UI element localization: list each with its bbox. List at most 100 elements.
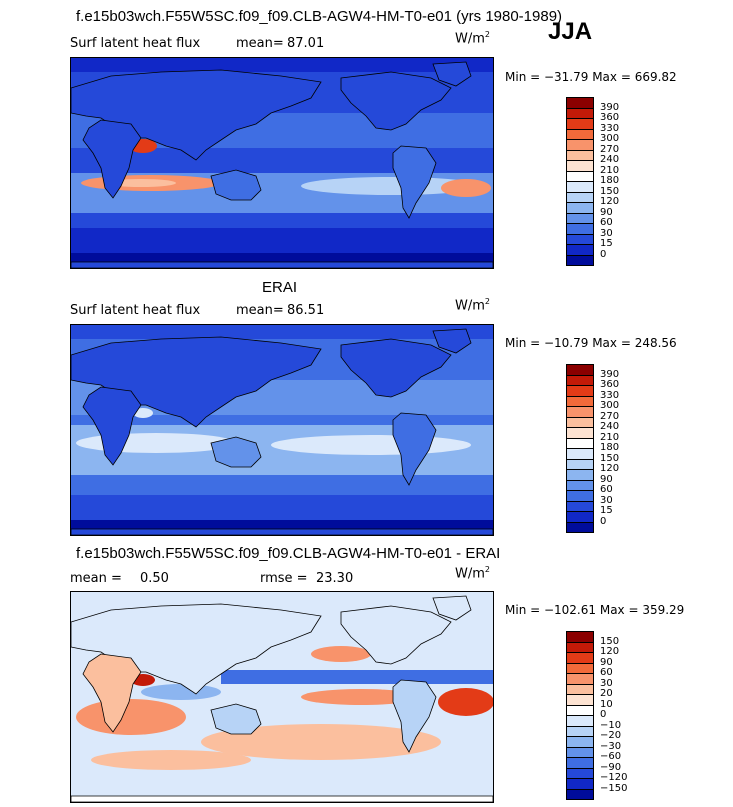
north-pacific-plus	[311, 646, 371, 662]
panel1-minmax: Min = −31.79 Max = 669.82	[505, 70, 677, 84]
colorbar-tick-label: 270	[600, 143, 620, 155]
colorbar-swatch	[566, 521, 594, 533]
panel1-mean-label: mean=	[236, 36, 284, 51]
panel3-rmse-value: 23.30	[316, 571, 354, 586]
south-america-land	[392, 679, 437, 753]
colorbar-tick-label: 300	[600, 400, 620, 411]
panel1-map	[70, 57, 494, 269]
colorbar-tick-label: 360	[600, 379, 620, 390]
atlantic-south-high	[441, 179, 491, 197]
panel3-heading: f.e15b03wch.F55W5SC.f09_f09.CLB-AGW4-HM-…	[76, 545, 501, 562]
page-title: f.e15b03wch.F55W5SC.f09_f09.CLB-AGW4-HM-…	[76, 8, 563, 25]
southern-ocean-plus	[91, 750, 251, 770]
north-pacific-low	[221, 670, 493, 684]
colorbar-tick-label: 10	[600, 698, 613, 710]
colorbar-tick-label: 150	[600, 452, 620, 464]
australia-land	[210, 703, 262, 735]
colorbar-tick-label: 0	[600, 515, 607, 527]
panel3-minmax: Min = −102.61 Max = 359.29	[505, 603, 685, 617]
south-pacific-plus	[201, 724, 441, 760]
colorbar-tick-label: −120	[600, 772, 628, 783]
colorbar-tick-label: 150	[600, 635, 620, 647]
greenland-land	[432, 595, 472, 621]
africa-land	[82, 653, 142, 733]
panel3-colorbar: 150 120 90 60 30 20 10 0 −10 −20 −30 −60 −90 −120 −150	[566, 631, 646, 800]
colorbar-tick-label: 120	[600, 646, 620, 657]
panel3-mean-label: mean =	[70, 571, 122, 586]
colorbar-tick-label: 390	[600, 101, 620, 113]
colorbar-tick-label: 360	[600, 112, 620, 123]
indian-ocean-plus	[76, 699, 186, 735]
colorbar-tick-label: 20	[600, 688, 613, 699]
colorbar-tick-label: 120	[600, 463, 620, 474]
colorbar-tick-label: 90	[600, 656, 613, 668]
arctic	[71, 58, 493, 72]
colorbar-tick-label: 390	[600, 368, 620, 380]
equatorial-pacific-plus	[301, 689, 421, 705]
colorbar-tick-label: 150	[600, 185, 620, 197]
panel1-mean-value: 87.01	[287, 36, 325, 51]
colorbar-swatch	[566, 788, 594, 800]
panel2-colorbar: 390 360 330 300 270 240 210 180 150 120 90 60 30 15 0	[566, 364, 646, 533]
antarctica-land	[71, 528, 493, 535]
colorbar-tick-label: 0	[600, 709, 607, 720]
south-atlantic-plus	[438, 688, 493, 716]
colorbar-tick-label: 240	[600, 154, 620, 165]
continents	[71, 61, 493, 268]
colorbar-tick-label: 30	[600, 494, 613, 506]
continents	[71, 595, 493, 802]
season-label: JJA	[548, 18, 593, 45]
panel1-variable-label: Surf latent heat flux	[70, 36, 201, 51]
panel2-mean-label: mean=	[236, 303, 284, 318]
colorbar-tick-label: 330	[600, 122, 620, 134]
colorbar-tick-label: 210	[600, 431, 620, 443]
colorbar-tick-label: 60	[600, 484, 613, 495]
colorbar-tick-label: 270	[600, 410, 620, 422]
greenland-land	[432, 328, 472, 354]
antarctica-land	[71, 795, 493, 802]
panel1-colorbar: 390 360 330 300 270 240 210 180 150 120 90 60 30 15 0	[566, 97, 646, 266]
panel3-mean-value: 0.50	[140, 571, 169, 586]
colorbar-tick-label: 60	[600, 217, 613, 228]
colorbar-tick-label: 330	[600, 389, 620, 401]
colorbar-tick-label: 15	[600, 238, 613, 249]
africa-land	[82, 386, 142, 466]
colorbar-tick-label: 90	[600, 206, 613, 218]
panel2-unit: W/m2	[455, 297, 490, 314]
colorbar-tick-label: 210	[600, 164, 620, 176]
africa-land	[82, 119, 142, 199]
colorbar-tick-label: 60	[600, 667, 613, 678]
colorbar-tick-label: −10	[600, 719, 622, 731]
colorbar-tick-label: −30	[600, 740, 622, 752]
colorbar-tick-label: −90	[600, 761, 622, 773]
colorbar-tick-label: 90	[600, 473, 613, 485]
colorbar-tick-label: 120	[600, 196, 620, 207]
panel3-rmse-label: rmse =	[260, 571, 308, 586]
panel2-variable-label: Surf latent heat flux	[70, 303, 201, 318]
colorbar-tick-label: −60	[600, 751, 622, 762]
colorbar-tick-label: 180	[600, 442, 620, 453]
south-america-land	[392, 412, 437, 486]
colorbar-tick-label: 300	[600, 133, 620, 144]
panel3-map	[70, 591, 494, 803]
colorbar-tick-label: 30	[600, 227, 613, 239]
north-america-land	[340, 338, 452, 398]
greenland-land	[432, 61, 472, 87]
antarctica-land	[71, 261, 493, 268]
colorbar-tick-label: 30	[600, 677, 613, 689]
colorbar-tick-label: −20	[600, 730, 622, 741]
colorbar-swatch	[566, 254, 594, 266]
panel2-map	[70, 324, 494, 536]
panel2-heading: ERAI	[262, 279, 298, 296]
colorbar-tick-label: 240	[600, 421, 620, 432]
panel2-mean-value: 86.51	[287, 303, 325, 318]
arctic	[71, 325, 493, 339]
south-indian-minus	[141, 684, 221, 700]
panel1-unit: W/m2	[455, 30, 490, 47]
continents	[71, 328, 493, 535]
colorbar-tick-label: 180	[600, 175, 620, 186]
colorbar-tick-label: 15	[600, 505, 613, 516]
south-america-land	[392, 145, 437, 219]
pacific-south-high	[301, 177, 481, 195]
colorbar-tick-label: −150	[600, 782, 628, 794]
